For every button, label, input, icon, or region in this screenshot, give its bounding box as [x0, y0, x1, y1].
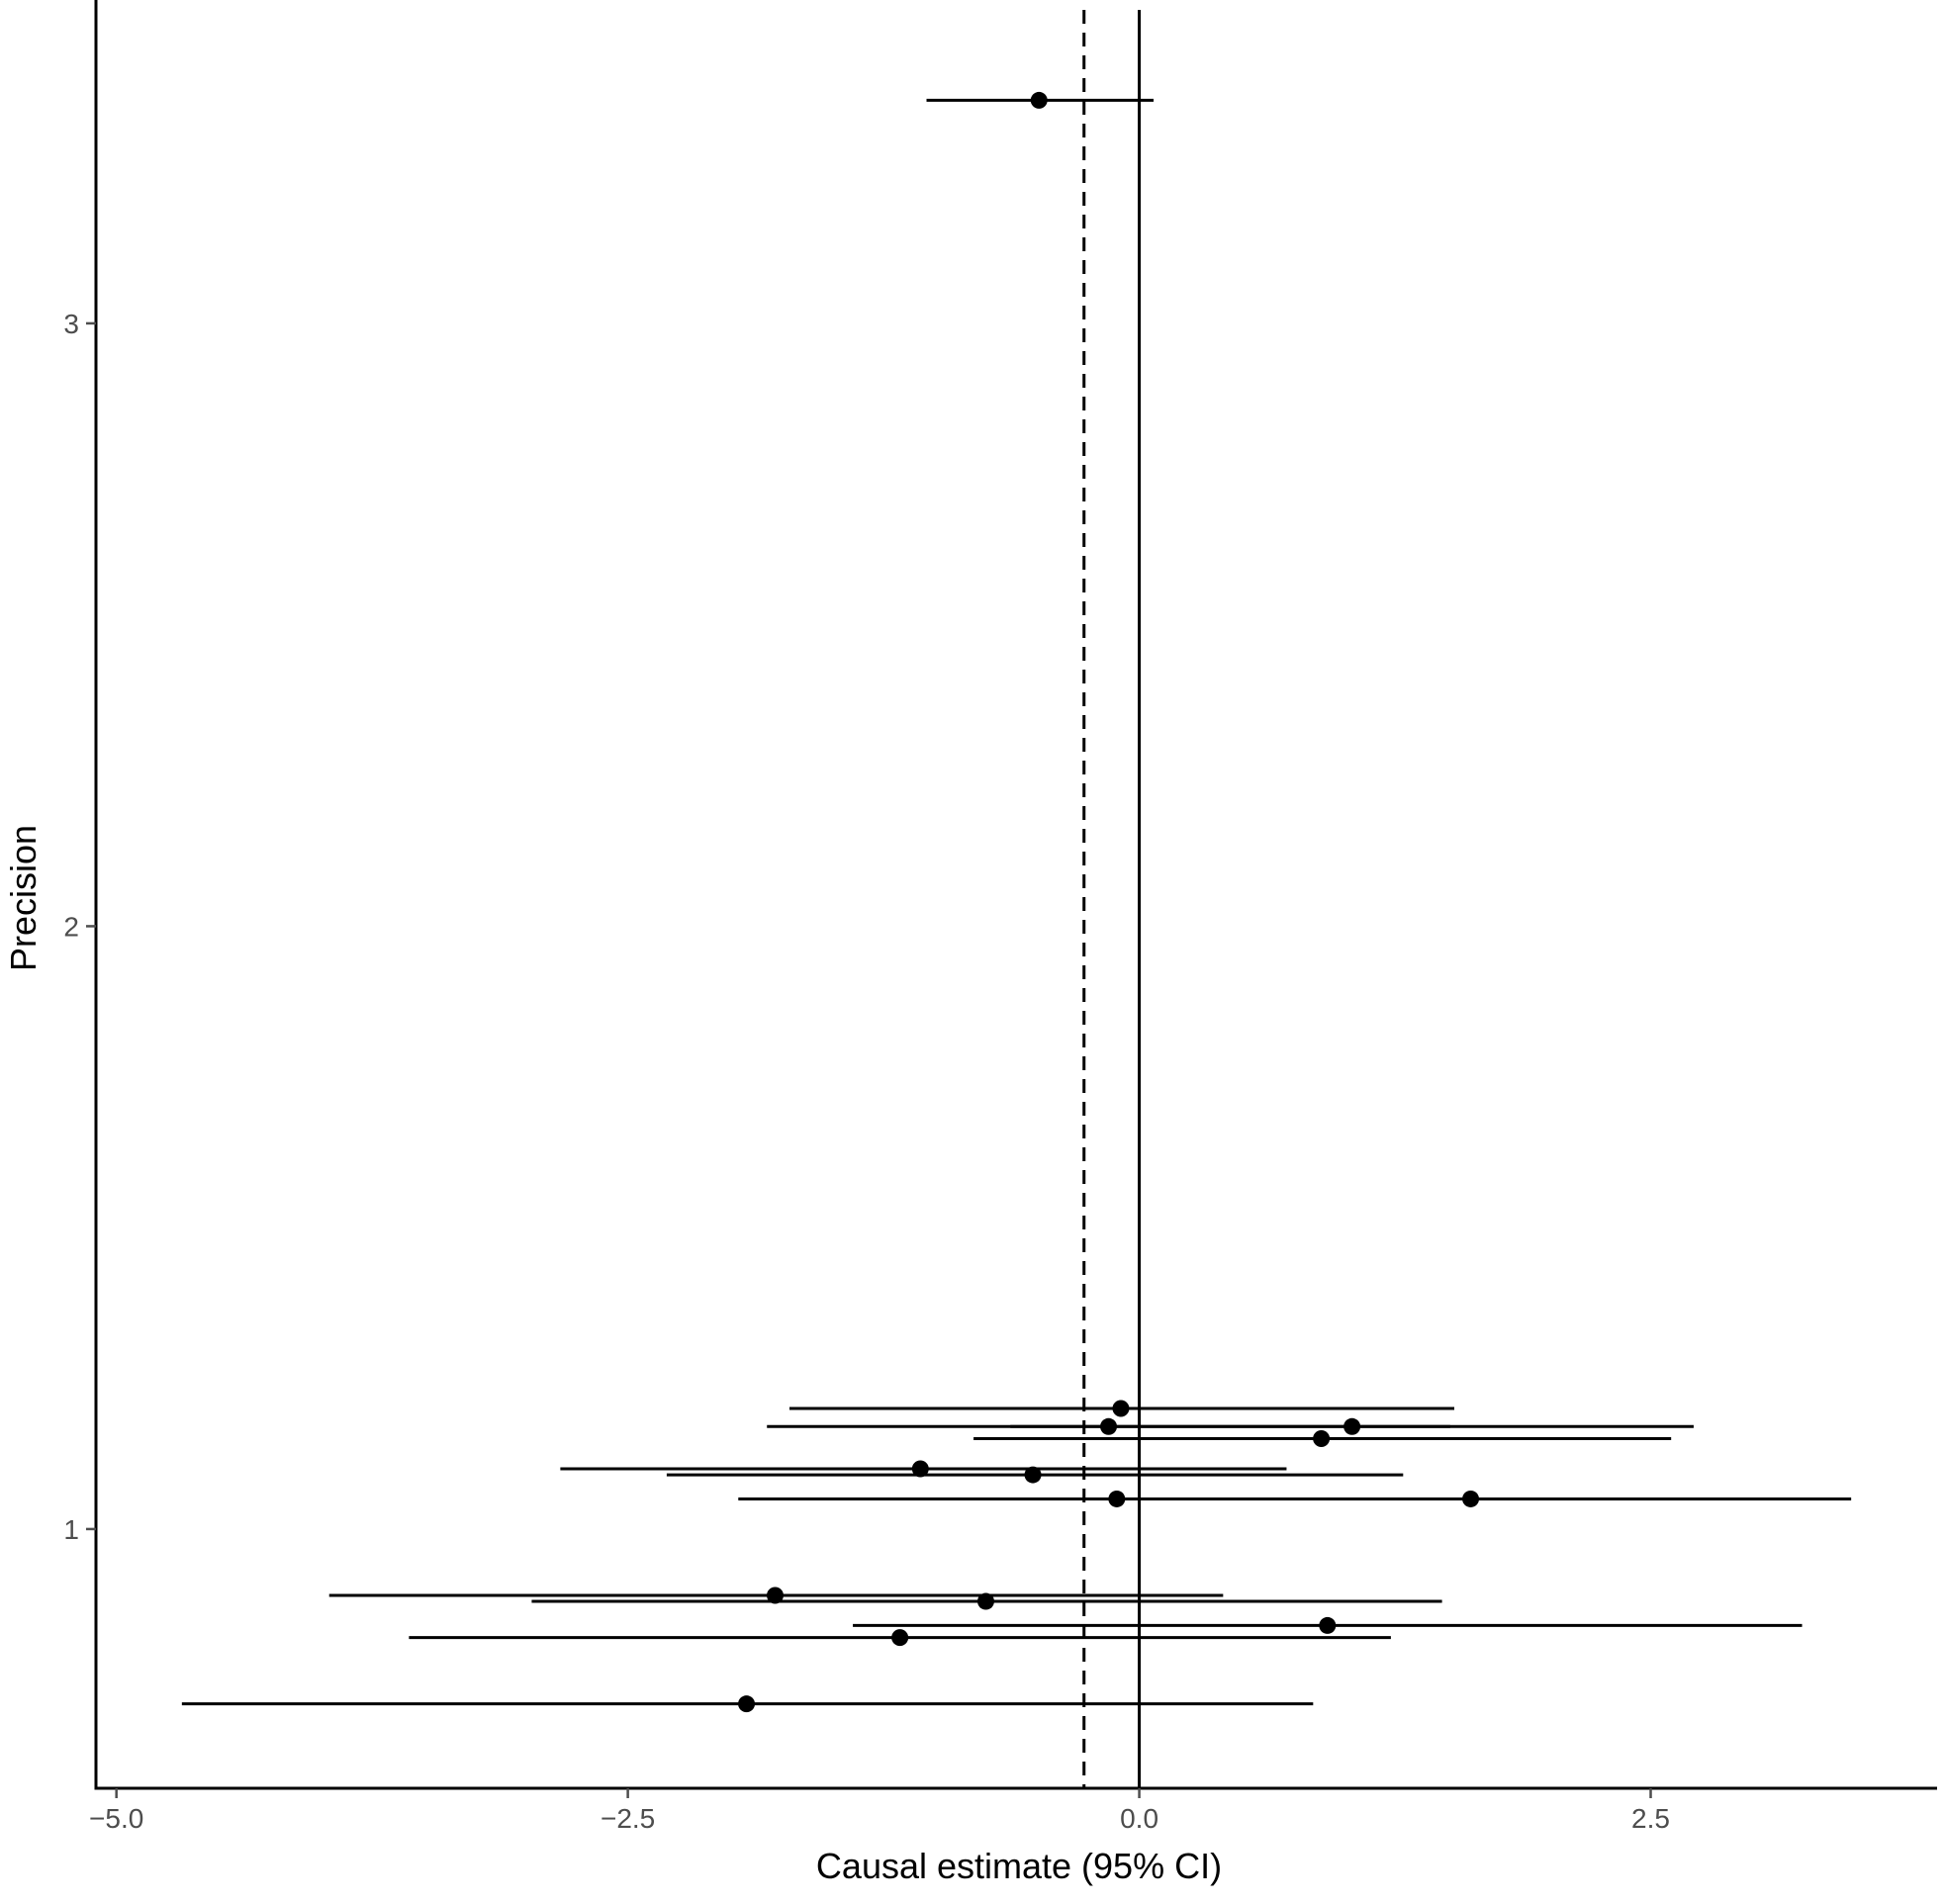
- x-tick-label: −5.0: [89, 1803, 143, 1834]
- point-estimate-14: [738, 1695, 756, 1713]
- point-estimate-7: [1024, 1466, 1042, 1484]
- point-estimate-5: [1313, 1429, 1331, 1447]
- y-axis-title: Precision: [3, 825, 44, 971]
- point-estimate-4: [1343, 1417, 1361, 1435]
- y-tick-label: 1: [63, 1514, 79, 1545]
- point-estimate-2: [1112, 1400, 1130, 1417]
- point-estimate-11: [976, 1592, 994, 1610]
- point-estimate-6: [911, 1460, 929, 1478]
- point-estimate-8: [1108, 1490, 1126, 1507]
- x-axis-title: Causal estimate (95% CI): [816, 1846, 1222, 1886]
- x-tick-label: 0.0: [1120, 1803, 1158, 1834]
- axes: −5.0 −2.5 0.0 2.5 1 2 3: [63, 0, 1937, 1834]
- y-tick-label: 3: [63, 309, 79, 339]
- point-estimate-12: [1319, 1616, 1337, 1634]
- x-tick-label: −2.5: [601, 1803, 655, 1834]
- point-estimate-9: [1462, 1490, 1480, 1507]
- plot-marks: [181, 10, 1852, 1788]
- y-tick-label: 2: [63, 911, 79, 942]
- point-estimate-1: [1030, 91, 1048, 109]
- point-estimate-3: [1100, 1417, 1118, 1435]
- x-tick-label: 2.5: [1631, 1803, 1670, 1834]
- point-estimate-10: [767, 1587, 785, 1604]
- point-estimate-13: [891, 1629, 909, 1647]
